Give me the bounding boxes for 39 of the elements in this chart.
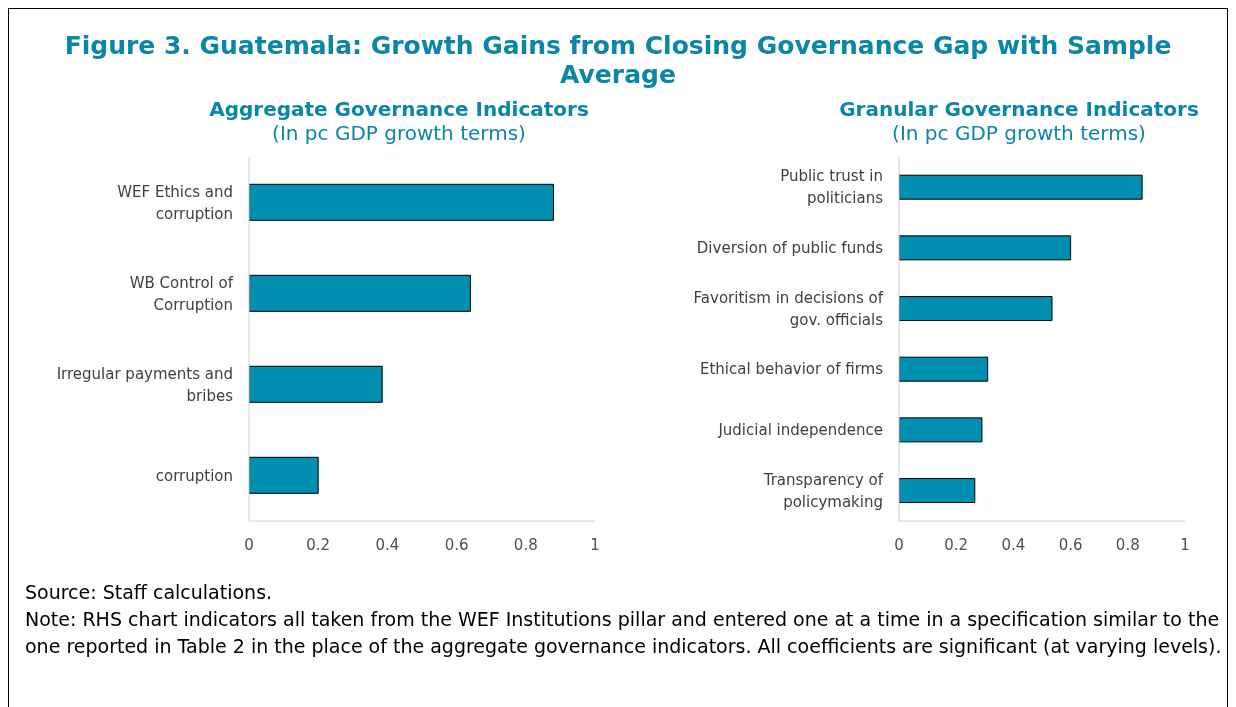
- x-tick-label: 0.6: [444, 535, 469, 554]
- chart-title: Granular Governance Indicators: [838, 97, 1199, 121]
- text: Figure 3. Guatemala: Growth Gains from Closing Governance Gap with Sample Average: [63, 31, 1173, 89]
- chart-subtitle: (In pc GDP growth terms): [271, 121, 527, 145]
- y-tick-label: WEF Ethics and corruption: [117, 182, 233, 223]
- y-tick-label: Judicial independence: [717, 421, 883, 439]
- y-tick-label: Transparency of policymaking: [762, 470, 884, 511]
- y-tick-label: Irregular payments and bribes: [56, 364, 234, 405]
- x-tick-label: 1: [590, 535, 600, 554]
- x-tick-label: 0.2: [944, 535, 969, 554]
- x-tick-label: 0.6: [1058, 535, 1083, 554]
- chart-subtitle: (In pc GDP growth terms): [891, 121, 1147, 145]
- x-tick-label: 1: [1180, 535, 1190, 554]
- x-tick-label: 0: [244, 535, 254, 554]
- y-tick-label: corruption: [155, 466, 233, 485]
- y-tick-label: Diversion of public funds: [696, 239, 884, 257]
- text: Note: RHS chart indicators all taken from the WEF Institutions pillar and entered one at a time in a specification similar to the one reported in Table 2 in the place of the aggregate governance indicators. All coefficients are significant (at varying levels).: [25, 607, 1223, 659]
- x-tick-label: 0.4: [375, 535, 400, 554]
- bar: [899, 356, 989, 382]
- y-tick-label: Favoritism in decisions of gov. officials: [693, 288, 884, 329]
- x-tick-label: 0: [894, 535, 904, 554]
- bar: [249, 274, 471, 312]
- bar: [249, 365, 383, 403]
- bar: [899, 296, 1053, 322]
- bar: [899, 417, 983, 443]
- source-note: Source: Staff calculations.: [25, 580, 274, 605]
- bar: [249, 183, 554, 221]
- y-tick-label: Ethical behavior of firms: [699, 360, 884, 379]
- x-tick-label: 0.4: [1001, 535, 1026, 554]
- x-tick-label: 0.8: [513, 535, 538, 554]
- bar: [899, 235, 1072, 261]
- bar: [249, 456, 319, 494]
- y-tick-label: Public trust in politicians: [780, 167, 884, 208]
- bar: [899, 478, 976, 504]
- y-tick-label: WB Control of Corruption: [129, 273, 234, 314]
- x-tick-label: 0.2: [306, 535, 331, 554]
- bar: [899, 174, 1143, 200]
- chart-title: Aggregate Governance Indicators: [208, 97, 590, 121]
- x-tick-label: 0.8: [1115, 535, 1140, 554]
